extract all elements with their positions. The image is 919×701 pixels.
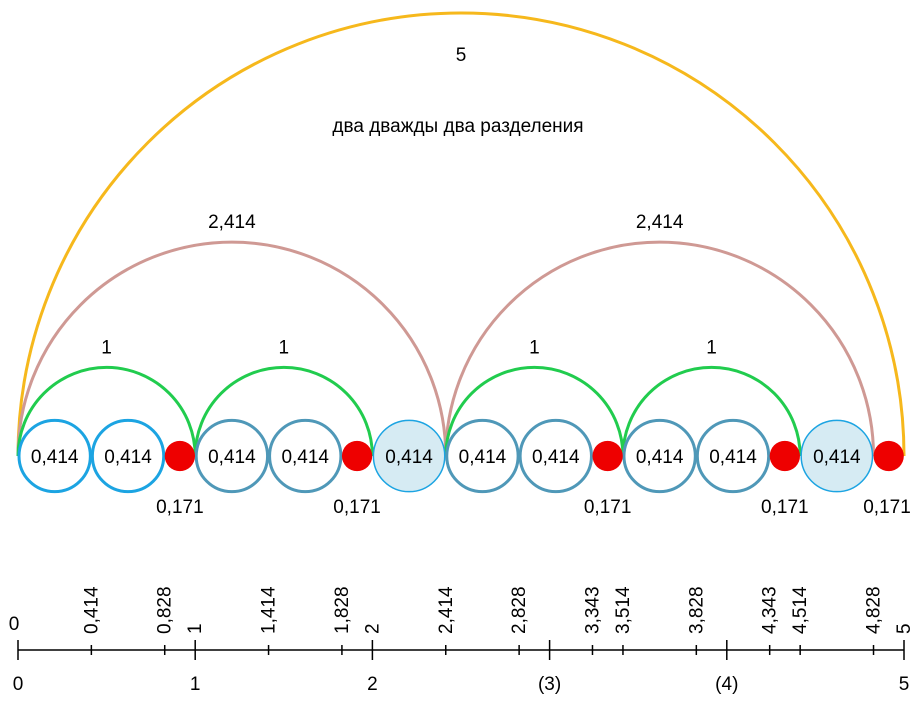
red-dot-3 <box>769 440 800 472</box>
rotated-tick-label-3: 1,414 <box>259 586 280 634</box>
major-tick-label-5: 5 <box>899 674 910 695</box>
circle-label-7: 0,414 <box>636 447 684 468</box>
circle-6 <box>518 418 593 494</box>
arc-5 <box>444 365 625 457</box>
circle-2 <box>194 418 270 494</box>
circle-7 <box>622 418 697 494</box>
arc-label-2: 2,414 <box>636 212 684 233</box>
circle-3 <box>268 418 343 494</box>
rotated-tick-label-12: 4,514 <box>790 586 811 634</box>
rotated-tick-label-8: 3,343 <box>582 586 603 634</box>
dot-label-4: 0,171 <box>863 497 911 518</box>
red-dot-1 <box>341 440 373 472</box>
rotated-tick-label-0: 0,414 <box>81 586 102 634</box>
arc-1 <box>16 240 448 457</box>
circle-4 <box>372 419 446 493</box>
dot-label-3: 0,171 <box>761 497 809 518</box>
circle-label-9: 0,414 <box>813 447 861 468</box>
major-tick-label-2: 2 <box>367 674 378 695</box>
rotated-tick-label-1: 0,828 <box>155 586 176 634</box>
rotated-tick-label-11: 4,343 <box>760 586 781 634</box>
dots-layer: 0,171 0,171 0,171 0,171 0,171 <box>156 440 911 518</box>
major-tick-label-0: 0 <box>13 674 24 695</box>
rotated-tick-label-10: 3,828 <box>686 586 707 634</box>
dot-label-0: 0,171 <box>156 497 204 518</box>
arc-2 <box>444 240 876 457</box>
arc-label-3: 1 <box>101 337 112 358</box>
circle-1 <box>90 418 166 494</box>
rotated-tick-label-6: 2,414 <box>436 586 457 634</box>
dot-label-1: 0,171 <box>333 497 381 518</box>
rotated-tick-label-13: 4,828 <box>864 586 885 634</box>
arc-3 <box>16 365 197 457</box>
arc-4 <box>193 365 374 457</box>
circle-5 <box>445 418 520 494</box>
circles-layer: 0,414 0,414 0,414 0,414 0,414 0,414 0,414 0,414… <box>17 418 874 494</box>
arc-label-4: 1 <box>279 337 290 358</box>
red-dot-4 <box>873 440 904 472</box>
rotated-tick-label-5: 2 <box>362 623 383 634</box>
rotated-tick-label-14: 5 <box>894 623 915 634</box>
arcs-layer: 5 2,414 2,414 1 1 1 1 <box>16 11 906 457</box>
arc-0 <box>16 11 906 457</box>
red-dot-0 <box>164 440 196 472</box>
circle-9 <box>800 419 874 493</box>
red-dot-2 <box>592 440 623 472</box>
arc-label-0: 5 <box>456 45 467 66</box>
rotated-tick-label-2: 1 <box>185 623 206 634</box>
circle-8 <box>695 418 771 494</box>
circle-0 <box>17 418 92 494</box>
circle-label-3: 0,414 <box>281 447 329 468</box>
circle-label-8: 0,414 <box>709 447 757 468</box>
circle-label-0: 0,414 <box>31 447 79 468</box>
major-tick-label-1: 1 <box>190 674 201 695</box>
rotated-tick-label-4: 1,828 <box>332 586 353 634</box>
arc-label-5: 1 <box>529 337 540 358</box>
arc-label-1: 2,414 <box>208 212 256 233</box>
dot-label-2: 0,171 <box>584 497 632 518</box>
major-tick-label-4: (4) <box>715 674 738 695</box>
circle-label-5: 0,414 <box>459 447 507 468</box>
circle-label-2: 0,414 <box>208 447 256 468</box>
arc-label-6: 1 <box>706 337 717 358</box>
circle-label-6: 0,414 <box>532 447 580 468</box>
rotated-tick-label-7: 2,828 <box>509 586 530 634</box>
major-tick-label-3: (3) <box>538 674 561 695</box>
arc-6 <box>621 365 802 457</box>
diagram-caption: два дважды два разделения <box>332 116 583 137</box>
axis-start-label: 0 <box>9 614 20 635</box>
circle-label-4: 0,414 <box>385 447 433 468</box>
number-axis: 0 1 2 (3) (4) 5 0 0,414 0,828 1 1,414 1,828 2 2,414 2,… <box>9 586 915 695</box>
circle-label-1: 0,414 <box>104 447 152 468</box>
rotated-tick-label-9: 3,514 <box>613 586 634 634</box>
